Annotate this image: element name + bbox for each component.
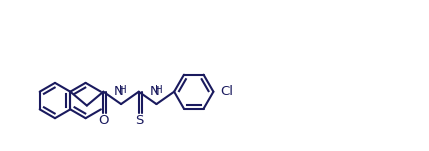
Text: N: N [114, 85, 124, 98]
Text: N: N [150, 85, 159, 98]
Text: H: H [154, 85, 162, 95]
Text: S: S [136, 114, 144, 127]
Text: O: O [98, 114, 109, 127]
Text: H: H [119, 85, 127, 95]
Text: Cl: Cl [220, 85, 233, 98]
